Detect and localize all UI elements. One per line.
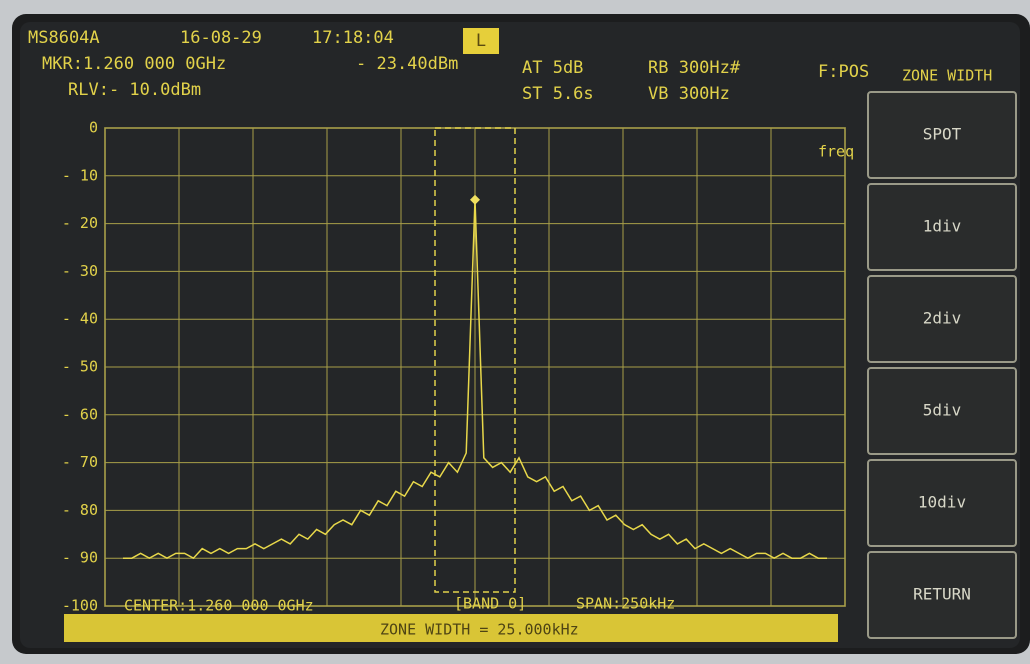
y-axis-label: - 40: [62, 310, 98, 328]
resolution-bandwidth: RB 300Hz#: [648, 58, 741, 78]
f-pos: F:POS: [818, 62, 869, 82]
sweep-time: ST 5.6s: [522, 84, 594, 104]
y-axis-label: - 90: [62, 549, 98, 567]
marker-level: - 23.40dBm: [356, 54, 458, 74]
band: [BAND 0]: [454, 595, 526, 613]
menu-button-label[interactable]: 1div: [923, 217, 962, 236]
menu-button-label[interactable]: 2div: [923, 309, 962, 328]
menu-button-label[interactable]: 10div: [918, 493, 966, 512]
reference-level: RLV:- 10.0dBm: [68, 80, 201, 100]
y-axis-label: - 80: [62, 501, 98, 519]
model: MS8604A: [28, 28, 100, 48]
freq-label: freq: [818, 143, 854, 161]
menu-button-label[interactable]: SPOT: [923, 125, 962, 144]
y-axis-label: - 10: [62, 166, 98, 184]
screen: MS8604A 16-08-29 17:18:04 L MKR:1.260 00…: [0, 0, 1030, 664]
video-bandwidth: VB 300Hz: [648, 84, 730, 104]
date: 16-08-29: [180, 28, 262, 48]
y-axis-label: 0: [89, 119, 98, 137]
y-axis-label: - 50: [62, 358, 98, 376]
y-axis-label: - 60: [62, 405, 98, 423]
y-axis-label: - 70: [62, 453, 98, 471]
menu-title: ZONE WIDTH: [902, 67, 992, 85]
span: SPAN:250kHz: [576, 595, 675, 613]
marker: MKR:1.260 000 0GHz: [42, 54, 226, 74]
menu-button-label[interactable]: RETURN: [913, 585, 971, 604]
y-axis-label: -100: [62, 597, 98, 615]
attenuation: AT 5dB: [522, 58, 583, 78]
center-frequency: CENTER:1.260 000 0GHz: [124, 597, 314, 615]
y-axis-label: - 20: [62, 214, 98, 232]
status-text: ZONE WIDTH = 25.000kHz: [380, 621, 579, 639]
menu-button-label[interactable]: 5div: [923, 401, 962, 420]
time: 17:18:04: [312, 28, 394, 48]
y-axis-label: - 30: [62, 262, 98, 280]
mode: L: [476, 31, 486, 51]
